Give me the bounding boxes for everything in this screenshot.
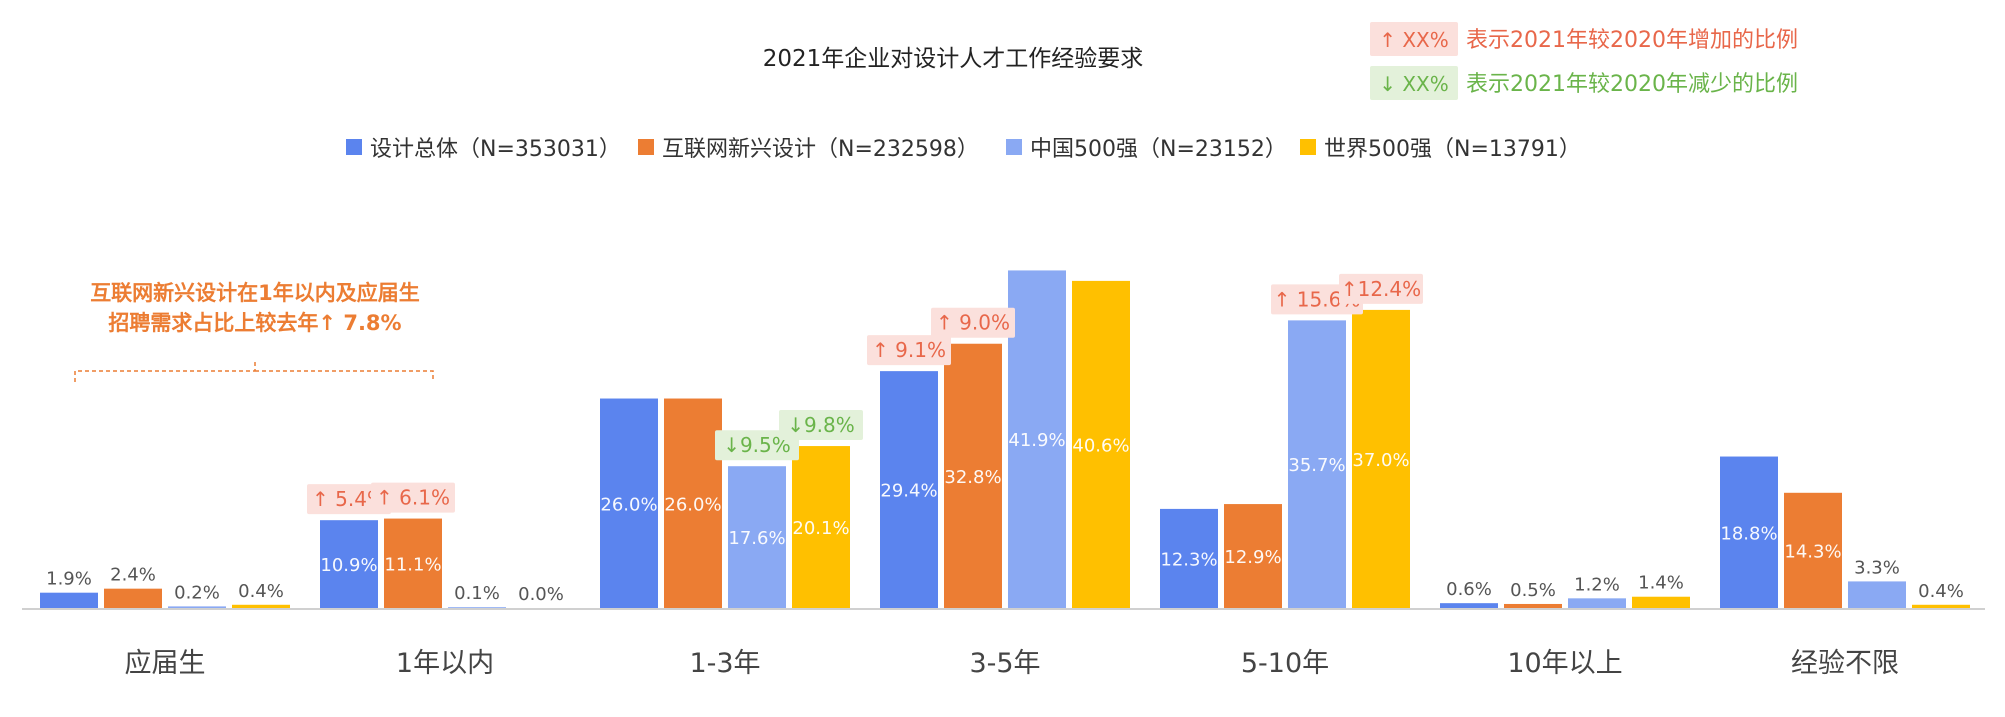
annotation-line-1: 互联网新兴设计在1年以内及应届生 [90, 281, 420, 305]
legend-note-increase-badge: ↑ XX% [1379, 28, 1449, 52]
value-label-s2-c6: 3.3% [1854, 557, 1900, 578]
legend-note-increase-text: 表示2021年较2020年增加的比例 [1466, 28, 1798, 53]
value-label-s2-c0: 0.2% [174, 582, 220, 603]
value-label-s1-c6: 14.3% [1784, 541, 1841, 562]
value-label-s2-c2: 17.6% [728, 528, 785, 549]
x-tick-label-0: 应届生 [125, 648, 206, 679]
x-tick-label-6: 经验不限 [1791, 648, 1899, 679]
value-label-s3-c6: 0.4% [1918, 581, 1964, 602]
value-label-s3-c2: 20.1% [792, 518, 849, 539]
legend-swatch-1 [638, 139, 654, 155]
bar-s3-c6 [1912, 605, 1970, 608]
value-label-s1-c2: 26.0% [664, 494, 721, 515]
value-label-s3-c0: 0.4% [238, 581, 284, 602]
value-label-s1-c5: 0.5% [1510, 580, 1556, 601]
value-label-s1-c1: 11.1% [384, 554, 441, 575]
legend-label-2: 中国500强（N=23152） [1030, 137, 1287, 162]
value-label-s3-c1: 0.0% [518, 584, 564, 605]
legend: 设计总体（N=353031） 互联网新兴设计（N=232598） 中国500强（N=… [346, 137, 1581, 162]
value-label-s2-c1: 0.1% [454, 583, 500, 604]
change-badge-1: ↑ 6.1% [376, 486, 450, 510]
bar-s2-c1 [448, 607, 506, 608]
change-badge-4: ↑ 9.1% [872, 338, 946, 362]
legend-swatch-2 [1006, 139, 1022, 155]
change-badge-7: ↑12.4% [1341, 277, 1421, 301]
bar-s2-c0 [168, 606, 226, 608]
change-badge-5: ↑ 9.0% [936, 311, 1010, 335]
legend-label-3: 世界500强（N=13791） [1324, 137, 1581, 162]
value-label-s0-c5: 0.6% [1446, 579, 1492, 600]
change-badge-3: ↓9.8% [787, 413, 855, 437]
x-tick-label-3: 3-5年 [969, 648, 1040, 679]
change-badges-layer: ↑ 5.4%↑ 6.1%↓9.5%↓9.8%↑ 9.1%↑ 9.0%↑ 15.6… [307, 274, 1423, 514]
value-label-s0-c0: 1.9% [46, 569, 92, 590]
legend-label-1: 互联网新兴设计（N=232598） [662, 137, 979, 162]
value-label-s3-c4: 37.0% [1352, 450, 1409, 471]
value-label-s0-c3: 29.4% [880, 481, 937, 502]
value-label-s0-c6: 18.8% [1720, 523, 1777, 544]
x-axis-ticks: 应届生 1年以内 1-3年 3-5年 5-10年 10年以上 经验不限 [125, 648, 1900, 679]
value-label-s2-c5: 1.2% [1574, 574, 1620, 595]
value-label-s0-c4: 12.3% [1160, 549, 1217, 570]
x-tick-label-5: 10年以上 [1507, 648, 1622, 679]
value-label-s2-c3: 41.9% [1008, 430, 1065, 451]
value-label-s1-c4: 12.9% [1224, 547, 1281, 568]
legend-swatch-0 [346, 139, 362, 155]
legend-note-decrease-text: 表示2021年较2020年减少的比例 [1466, 72, 1798, 97]
bar-s2-c5 [1568, 598, 1626, 608]
value-label-s3-c5: 1.4% [1638, 573, 1684, 594]
bar-s2-c6 [1848, 581, 1906, 608]
bar-s3-c5 [1632, 597, 1690, 608]
chart-title: 2021年企业对设计人才工作经验要求 [763, 46, 1144, 72]
legend-label-0: 设计总体（N=353031） [370, 137, 621, 162]
value-label-s0-c1: 10.9% [320, 555, 377, 576]
value-label-s1-c0: 2.4% [110, 565, 156, 586]
x-tick-label-1: 1年以内 [396, 648, 494, 679]
annotation-line-2: 招聘需求占比上较去年↑ 7.8% [108, 311, 401, 335]
bar-s0-c5 [1440, 603, 1498, 608]
x-tick-label-2: 1-3年 [689, 648, 760, 679]
x-tick-label-4: 5-10年 [1241, 648, 1329, 679]
value-label-s2-c4: 35.7% [1288, 455, 1345, 476]
legend-note-decrease-badge: ↓ XX% [1379, 72, 1449, 96]
value-label-s3-c3: 40.6% [1072, 435, 1129, 456]
value-label-s0-c2: 26.0% [600, 494, 657, 515]
bar-s0-c0 [40, 593, 98, 608]
legend-swatch-3 [1300, 139, 1316, 155]
annotation-bracket [75, 359, 433, 382]
bar-s3-c0 [232, 605, 290, 608]
bar-s1-c0 [104, 589, 162, 608]
value-label-s1-c3: 32.8% [944, 467, 1001, 488]
bar-s1-c5 [1504, 604, 1562, 608]
